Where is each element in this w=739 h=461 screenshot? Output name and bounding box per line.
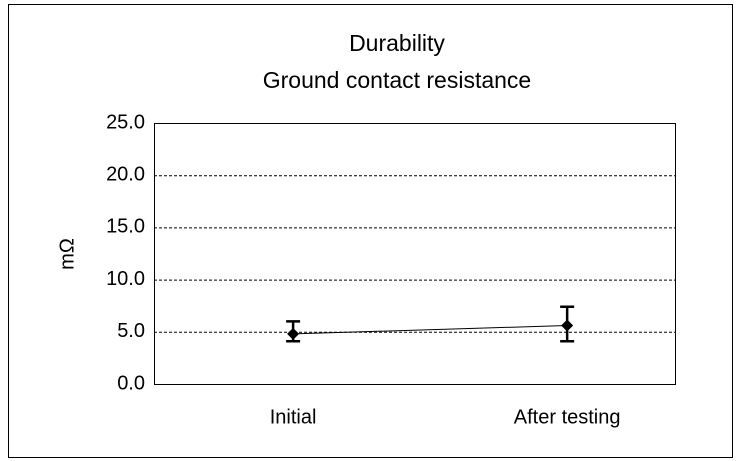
y-tick-label: 25.0 [106,111,145,133]
x-tick-label: After testing [514,406,621,428]
x-tick-label: Initial [270,406,317,428]
chart-title: Durability [349,30,445,56]
marker [287,327,300,340]
chart-title: Ground contact resistance [263,67,531,93]
plot-area [154,123,676,385]
y-tick-label: 10.0 [106,268,145,290]
y-tick-label: 0.0 [117,372,145,394]
y-axis-label: mΩ [56,238,78,270]
marker [561,319,574,332]
series-line [293,325,568,335]
y-tick-label: 20.0 [106,163,145,185]
y-tick-label: 5.0 [117,320,145,342]
chart-border [8,4,733,458]
y-tick-label: 15.0 [106,216,145,238]
